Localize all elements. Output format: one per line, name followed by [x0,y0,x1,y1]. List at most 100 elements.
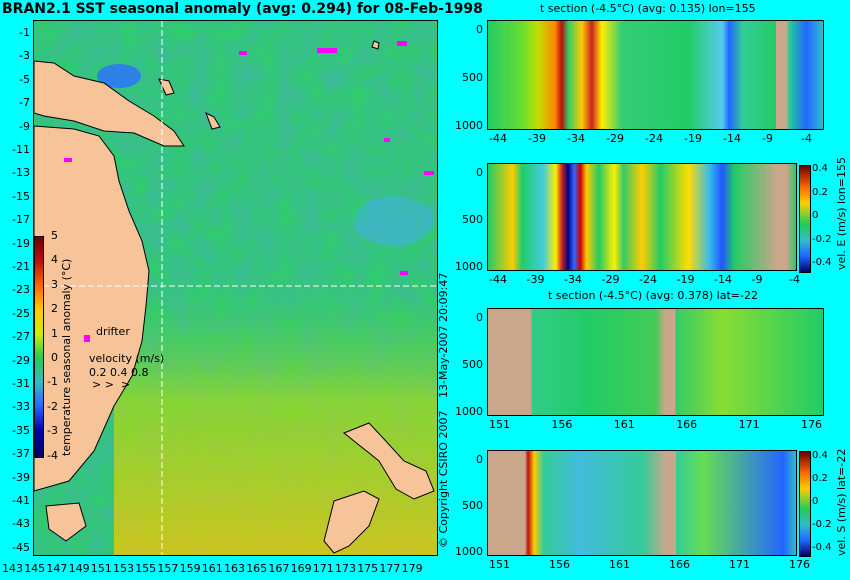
section-2-colorbar [799,165,811,273]
section-colorbar-tick: 0.2 [812,473,828,484]
lat-tick-label: -29 [12,353,30,367]
lon-tick-label: 159 [179,562,201,575]
section-depth-tick: 0 [476,311,483,324]
lon-tick-label: 143 [2,562,23,575]
lon-tick-label: 165 [246,562,268,575]
lon-tick-label: 169 [290,562,312,575]
lat-tick-label: -35 [12,423,30,437]
section-x-tick: 156 [551,418,573,431]
velocity-arrows-icon: > > > [92,378,131,391]
lat-tick-label: -41 [12,494,30,507]
lat-tick-label: -21 [12,260,30,273]
section-x-tick: 151 [489,558,510,571]
lat-tick-label: -25 [12,306,30,320]
section-x-tick: -19 [676,273,695,286]
lat-tick-label: -43 [12,517,30,531]
colorbar-tick-label: -2 [47,399,58,413]
section-4-plot[interactable] [487,450,797,556]
section-colorbar-tick: 0 [812,496,819,507]
colorbar-tick-label: -1 [47,375,58,389]
section-1-title: t section (-4.5°C) (avg: 0.135) lon=155 [540,2,756,15]
section-x-tick: -19 [684,132,702,145]
map-colorbar [34,236,44,458]
section-colorbar-tick: 0.2 [812,186,828,198]
section-depth-tick: 0 [476,166,483,179]
lon-tick-label: 175 [357,562,379,575]
section-x-tick: -9 [751,273,763,286]
colorbar-tick-label: -4 [47,448,58,462]
colorbar-tick-label: 2 [51,302,58,316]
drifter-label: drifter [96,325,130,338]
lat-tick-label: -1 [19,26,30,39]
section-x-tick: -4 [801,132,812,145]
section-x-tick: 176 [801,418,822,431]
lat-tick-label: -5 [19,72,30,86]
section-x-tick: -34 [567,132,585,145]
map-title: BRAN2.1 SST seasonal anomaly (avg: 0.294… [2,1,483,17]
section-x-tick: -4 [789,273,800,286]
section-depth-tick: 500 [462,213,483,226]
section-x-tick: -29 [606,132,624,145]
lat-tick-label: -19 [12,236,30,250]
lon-tick-label: 161 [201,562,223,575]
section-depth-tick: 1000 [455,119,483,132]
lon-tick-label: 153 [113,562,134,575]
date-stamp: 13-May-2007 20:09:47 [437,272,450,398]
section-x-tick: -39 [528,132,546,145]
colorbar-tick-label: 3 [51,277,58,291]
lon-tick-label: 171 [312,562,334,575]
section-4-colorbar [799,451,811,557]
section-3-plot[interactable] [487,308,824,416]
lat-tick-label: -9 [19,119,30,133]
lat-tick-label: -33 [12,400,30,414]
lon-tick-label: 145 [24,562,46,575]
lon-tick-label: 155 [135,562,157,575]
section-x-tick: -34 [564,273,582,286]
section-depth-tick: 0 [476,23,483,36]
lon-tick-label: 149 [68,562,90,575]
section-colorbar-tick: -0.2 [812,233,832,245]
section-x-tick: -9 [762,132,773,145]
section-depth-tick: 500 [462,358,483,371]
section-1-plot[interactable] [487,20,824,130]
section-x-tick: 161 [613,418,635,431]
section-x-tick: -39 [526,273,545,286]
copyright-notice: © Copyright CSIRO 2007 [437,410,450,548]
section-depth-tick: 500 [462,499,483,512]
section-colorbar-tick: 0.4 [812,450,828,461]
section-x-tick: 161 [609,558,630,571]
section-x-tick: 156 [549,558,570,571]
map-field [34,21,437,555]
section-depth-tick: 500 [462,71,483,84]
section-x-tick: -24 [639,273,657,286]
map-colorbar-label: temperature seasonal anomaly (°C) [60,258,73,456]
section-depth-tick: 1000 [455,405,483,418]
lon-tick-label: 151 [90,562,112,575]
colorbar-tick-label: 4 [51,253,58,267]
section-x-tick: 151 [489,418,510,431]
section-x-tick: -29 [601,273,620,286]
section-colorbar-tick: -0.2 [812,519,832,530]
lat-tick-label: -7 [19,96,30,110]
section-x-tick: 176 [789,558,810,571]
colorbar-tick-label: 1 [51,326,58,340]
section-x-tick: -14 [723,132,741,145]
velocity-scale: 0.2 0.4 0.8 [89,366,149,379]
lon-tick-label: 167 [268,562,290,575]
section-colorbar-tick: 0 [812,210,819,221]
section-2-colorbar-label: vel. E (m/s) lon=155 [835,157,848,270]
lat-tick-label: -31 [12,377,30,390]
colorbar-tick-label: 0 [51,351,58,364]
lon-tick-label: 179 [401,562,423,575]
section-depth-tick: 1000 [455,260,483,273]
lat-tick-label: -39 [12,470,30,484]
section-2-plot[interactable] [487,163,797,271]
lon-tick-label: 163 [224,562,245,575]
drifter-legend-marker [84,338,90,342]
lat-tick-label: -23 [12,283,30,297]
lat-tick-label: -3 [19,49,30,63]
section-x-tick: -14 [714,273,732,286]
section-colorbar-tick: -0.4 [812,257,832,268]
lat-tick-label: -13 [12,166,30,180]
sst-anomaly-map[interactable]: 5 4 3 2 1 0 -1 -2 -3 -4 temperature seasonal anom… [33,20,438,556]
